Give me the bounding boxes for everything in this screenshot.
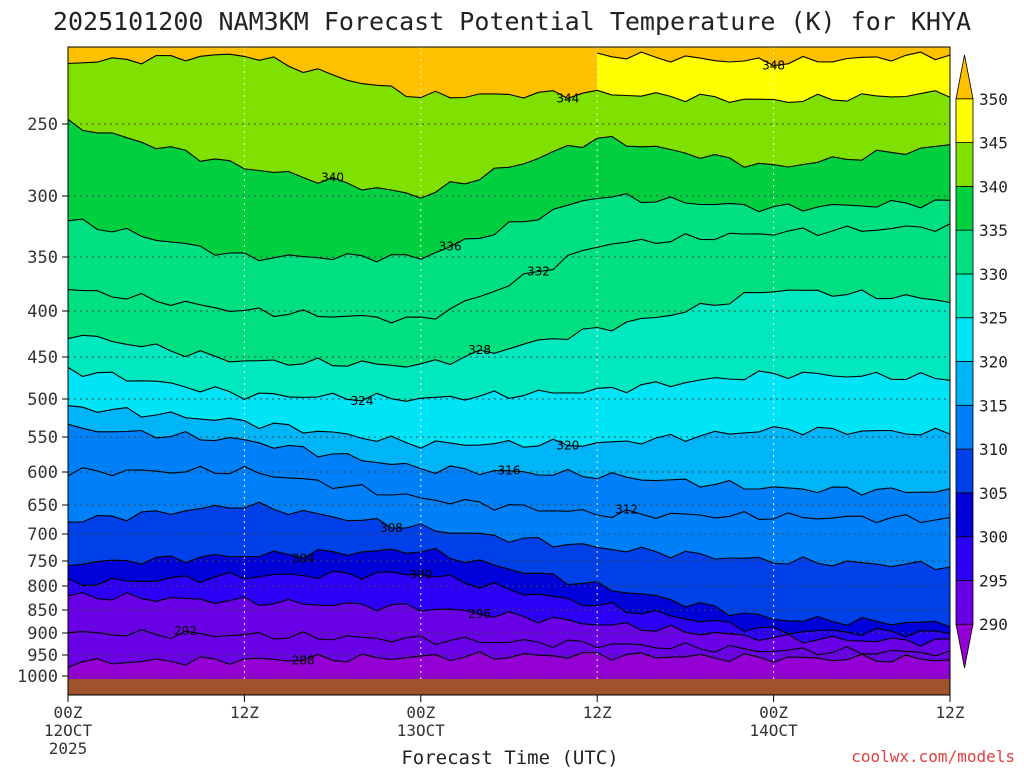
y-tick-label: 950 (27, 646, 58, 666)
colorbar-label: 290 (979, 615, 1008, 634)
colorbar-segment (955, 142, 974, 187)
y-tick-label: 850 (27, 601, 58, 621)
isentrope-312 (68, 465, 950, 524)
y-tick-label: 450 (27, 348, 58, 368)
colorbar-segment (955, 404, 974, 450)
colorbar-label: 295 (979, 571, 1008, 590)
y-axis: 250 300 350 400 450 500 550 600 650 700 750 800 850 9… (17, 115, 68, 687)
x-tick-label: 12Z (230, 703, 259, 722)
y-tick-label: 650 (27, 496, 58, 516)
contour-label-292: 292 (174, 624, 197, 638)
isentrope-332 (68, 223, 950, 324)
colorbar-segment (955, 580, 974, 625)
colorbar-segment (955, 448, 974, 494)
isentrope-324 (68, 366, 950, 402)
contour-label-340: 340 (321, 171, 344, 185)
contour-label-312: 312 (615, 503, 638, 517)
y-tick-label: 350 (27, 248, 58, 268)
chart-title: 2025101200 NAM3KM Forecast Potential Tem… (53, 7, 971, 36)
x-tick-label: 12Z (583, 703, 612, 722)
y-tick-label: 1000 (17, 667, 58, 687)
contour-label-332: 332 (527, 265, 550, 279)
contour-label-348: 348 (762, 59, 785, 73)
colorbar-segment (955, 98, 974, 143)
contour-label-320: 320 (556, 439, 579, 453)
isentrope-336 (68, 193, 950, 263)
colorbar-label: 335 (979, 221, 1008, 240)
colorbar-segment (955, 185, 974, 231)
isentrope-348 (597, 51, 950, 67)
colorbar-segment (955, 273, 974, 319)
x-tick-date: 12OCT (44, 721, 93, 740)
colorbar-segment (955, 492, 974, 538)
contour-label-300: 300 (409, 568, 432, 582)
colorbar-label: 315 (979, 396, 1008, 415)
contour-label-316: 316 (498, 464, 521, 478)
isentrope-292 (68, 629, 950, 657)
y-tick-label: 750 (27, 552, 58, 572)
x-tick-label: 00Z (54, 703, 83, 722)
colorbar: 290 295 300 305 310 315 320 325 330 335 340 345 350 (955, 54, 1008, 669)
y-tick-label: 300 (27, 187, 58, 207)
contour-label-344: 344 (556, 91, 579, 105)
isentrope-328 (68, 289, 950, 368)
colorbar-label: 320 (979, 353, 1008, 372)
isentrope-316 (68, 423, 950, 496)
y-tick-label: 400 (27, 302, 58, 322)
isentrope-304 (68, 547, 950, 628)
contour-label-324: 324 (351, 394, 374, 408)
colorbar-segment (955, 317, 974, 362)
isentrope-344 (68, 53, 950, 103)
band-288 (68, 651, 950, 679)
colorbar-segment (955, 623, 974, 669)
y-tick-label: 900 (27, 624, 58, 644)
x-axis-label: Forecast Time (UTC) (401, 747, 618, 768)
x-tick-label: 00Z (759, 703, 788, 722)
isentrope-288 (68, 651, 950, 668)
y-tick-label: 700 (27, 525, 58, 545)
colorbar-segment (955, 361, 974, 406)
colorbar-label: 300 (979, 528, 1008, 547)
colorbar-label: 345 (979, 134, 1008, 153)
isentrope-300 (68, 570, 950, 638)
x-tick-year: 2025 (49, 739, 88, 758)
colorbar-label: 310 (979, 440, 1008, 459)
colorbar-segment (955, 536, 974, 581)
plot-frame (67, 46, 951, 696)
x-tick-label: 12Z (936, 703, 965, 722)
contour-label-288: 288 (292, 653, 315, 667)
ground-strip (68, 679, 950, 695)
isentrope-contours (68, 51, 950, 668)
x-tick-date: 14OCT (750, 721, 799, 740)
colorbar-label: 350 (979, 90, 1008, 109)
y-tick-label: 600 (27, 463, 58, 483)
isentrope-296 (68, 592, 950, 647)
contour-label-336: 336 (439, 240, 462, 254)
contour-label-328: 328 (468, 343, 491, 357)
contour-label-304: 304 (292, 551, 315, 565)
colorbar-label: 340 (979, 177, 1008, 196)
contour-label-296: 296 (468, 607, 491, 621)
colorbar-label: 330 (979, 265, 1008, 284)
isentrope-308 (68, 501, 950, 571)
isentrope-340 (68, 118, 950, 199)
contour-label-308: 308 (380, 521, 403, 535)
x-tick-label: 00Z (406, 703, 435, 722)
y-tick-label: 800 (27, 577, 58, 597)
colorbar-label: 325 (979, 309, 1008, 328)
contour-labels: 348 344 340 336 332 328 324 320 316 312 308 304 300 2… (174, 59, 785, 668)
credit-text: coolwx.com/models (851, 747, 1015, 766)
y-tick-label: 550 (27, 428, 58, 448)
colorbar-segment (955, 229, 974, 275)
color-fill-bands (68, 47, 950, 679)
isentrope-320 (68, 405, 950, 449)
colorbar-segment (955, 54, 974, 100)
y-tick-label: 250 (27, 115, 58, 135)
colorbar-label: 305 (979, 484, 1008, 503)
y-tick-label: 500 (27, 390, 58, 410)
x-tick-date: 13OCT (397, 721, 446, 740)
